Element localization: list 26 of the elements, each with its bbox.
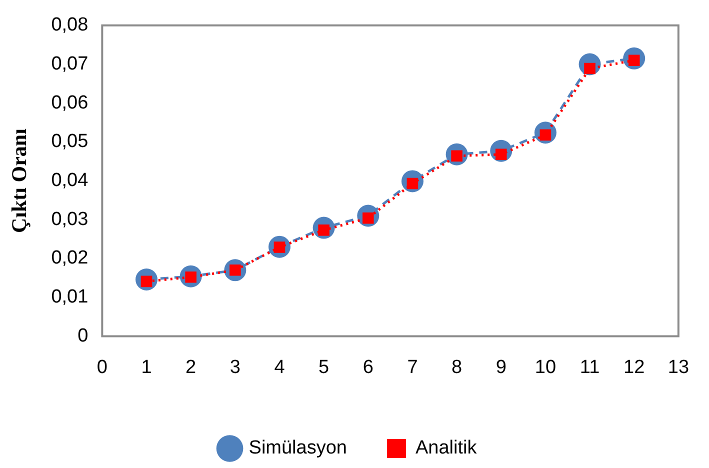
y-tick-label: 0,05 (51, 131, 88, 152)
y-tick-label: 0 (78, 325, 88, 346)
legend-label: Simülasyon (248, 438, 347, 459)
y-tick-label: 0,02 (51, 248, 88, 269)
y-tick-label: 0,07 (51, 53, 88, 74)
x-tick-label: 7 (407, 356, 418, 378)
x-tick-label: 0 (96, 356, 108, 378)
y-axis-title: Çıktı Oranı (7, 128, 32, 234)
x-tick-label: 11 (580, 356, 600, 378)
x-tick-label: 13 (668, 356, 690, 378)
y-tick-label: 0,03 (51, 208, 88, 230)
x-tick-label: 5 (318, 356, 330, 378)
x-tick-label: 6 (362, 356, 374, 378)
legend-label: Analitik (415, 438, 478, 459)
y-tick-label: 0,08 (51, 14, 88, 36)
x-tick-label: 12 (624, 356, 645, 378)
x-tick-label: 3 (230, 356, 240, 378)
x-tick-label: 10 (534, 356, 556, 378)
x-tick-label: 8 (452, 356, 462, 378)
x-tick-label: 9 (496, 356, 506, 378)
y-tick-label: 0,06 (51, 92, 88, 114)
y-tick-label: 0,01 (51, 286, 88, 308)
x-tick-label: 1 (141, 356, 152, 378)
x-tick-label: 2 (186, 356, 196, 378)
y-tick-label: 0,04 (51, 170, 89, 192)
x-tick-label: 4 (274, 356, 286, 378)
